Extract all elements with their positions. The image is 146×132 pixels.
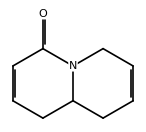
- Text: N: N: [69, 61, 77, 71]
- Text: O: O: [39, 9, 47, 19]
